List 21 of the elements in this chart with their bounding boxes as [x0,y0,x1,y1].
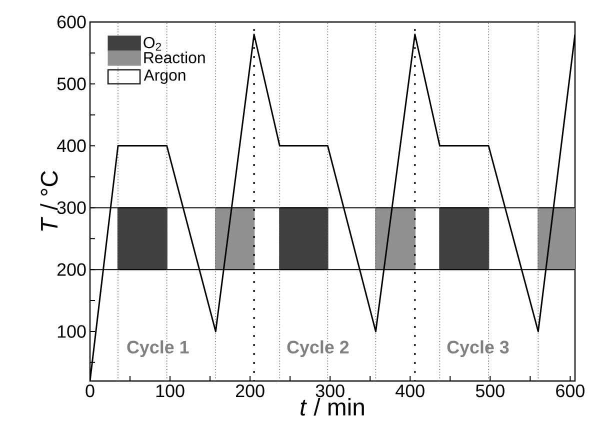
x-tick-label: 500 [476,384,504,398]
x-tick-label: 300 [316,384,344,398]
annotation: Cycle 3 [447,340,509,358]
x-tick-label: 200 [236,384,264,398]
y-tick-label: 100 [58,325,86,338]
y-axis-title: T / °C [40,171,58,231]
y-tick-label: 300 [57,201,86,214]
x-tick-label: 600 [556,384,584,398]
y-tick-label: 200 [57,263,86,276]
y-tick-label: 500 [57,78,86,90]
x-tick-label: 400 [396,384,424,398]
annotation: Cycle 1 [127,340,189,358]
x-tick-label: 100 [156,384,184,398]
x-tick-label: 0 [86,384,94,398]
x-axis-title: t / min [300,398,364,416]
legend-label: O$_{2}$ [144,36,161,51]
annotation: Cycle 2 [287,340,349,358]
annotation: Argon [144,70,186,84]
legend-label: Reaction [144,52,205,64]
y-tick-label: 400 [56,139,86,152]
y-tick-label: 600 [57,16,86,28]
